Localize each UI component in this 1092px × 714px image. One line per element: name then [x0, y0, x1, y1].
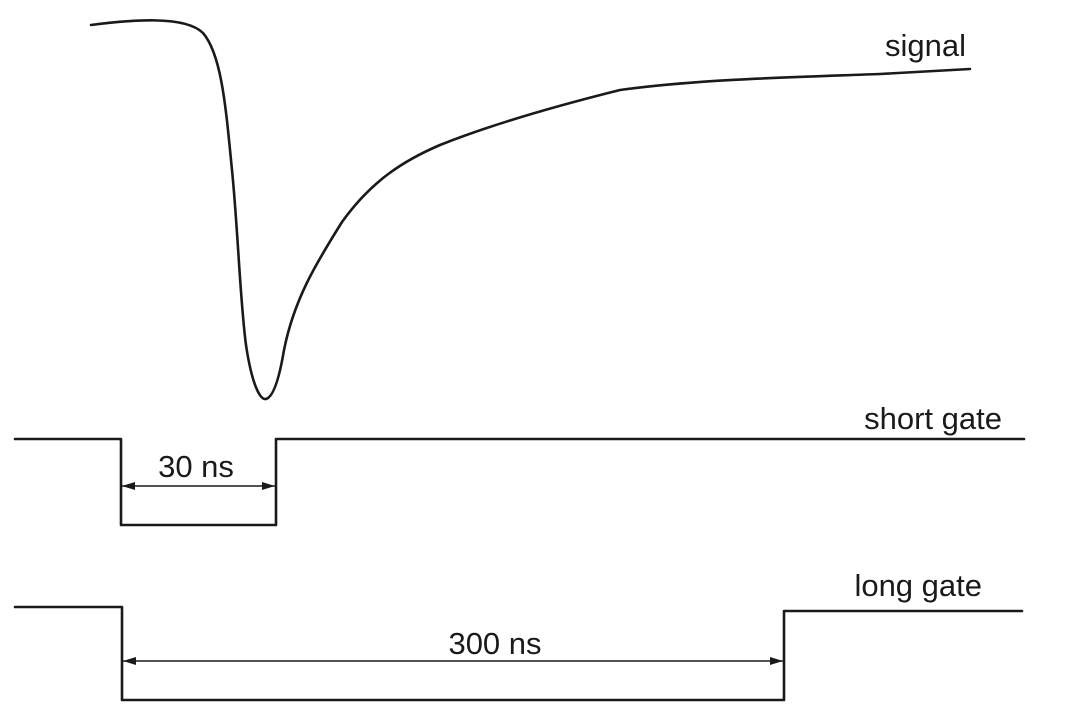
short-gate-waveform [13, 437, 1026, 527]
short-gate-label: short gate [864, 401, 1002, 436]
signal-label: signal [885, 28, 966, 63]
signal-trace-group: signal [89, 19, 972, 401]
long-gate-width-label: 300 ns [448, 626, 541, 661]
long-gate-waveform [13, 605, 1024, 702]
signal-waveform [89, 19, 972, 401]
short-gate-group: 30 ns short gate [13, 401, 1026, 527]
short-gate-width-label: 30 ns [158, 449, 234, 484]
long-gate-group: 300 ns long gate [13, 568, 1024, 702]
long-gate-label: long gate [854, 568, 982, 603]
